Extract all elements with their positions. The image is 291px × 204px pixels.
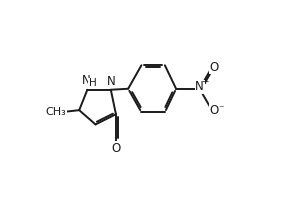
Text: ⁻: ⁻ xyxy=(218,104,224,114)
Text: CH₃: CH₃ xyxy=(45,107,66,117)
Text: H: H xyxy=(88,78,96,88)
Text: O: O xyxy=(111,142,120,155)
Text: N: N xyxy=(195,80,204,93)
Text: N: N xyxy=(82,74,91,87)
Text: O: O xyxy=(210,104,219,117)
Text: +: + xyxy=(202,77,209,86)
Text: N: N xyxy=(107,75,115,88)
Text: O: O xyxy=(210,61,219,74)
